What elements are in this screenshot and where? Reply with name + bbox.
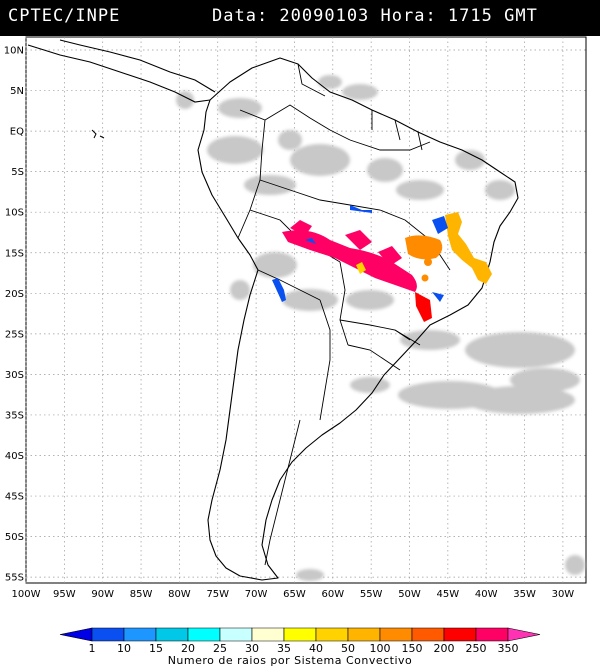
colorbar [59,627,541,642]
lon-label: 90W [91,589,114,600]
source-label: CPTEC/INPE [8,6,121,26]
lon-label: 60W [321,589,344,600]
colorbar-tick-label: 200 [434,642,455,655]
colorbar-segment [59,627,93,642]
colorbar-segment [507,627,541,642]
lon-label: 65W [283,589,306,600]
datetime-label: Data: 20090103 Hora: 1715 GMT [212,6,538,26]
lon-label: 80W [168,589,191,600]
lat-label: 5S [11,167,24,178]
lon-label: 35W [513,589,536,600]
colorbar-tick-label: 1 [89,642,96,655]
colorbar-tick-label: 35 [277,642,291,655]
map-header: CPTEC/INPE Data: 20090103 Hora: 1715 GMT [0,0,600,36]
cloud-cover [176,75,585,581]
colorbar-tick-label: 30 [245,642,259,655]
lat-label: 30S [5,370,24,381]
colorbar-tick-label: 25 [213,642,227,655]
lat-label: 10S [5,208,24,219]
colorbar-segment [155,627,189,642]
longitude-labels: 100W 95W 90W 85W 80W 75W 70W 65W 60W 55W 50W 45W 40W… [12,589,575,600]
lat-label: 25S [5,329,24,340]
lon-label: 45W [437,589,460,600]
colorbar-segment [347,627,381,642]
lon-label: 85W [130,589,153,600]
lon-label: 30W [552,589,575,600]
lon-label: 40W [475,589,498,600]
central-america-coastline [27,39,216,103]
lon-label: 95W [53,589,76,600]
colorbar-segment [315,627,349,642]
colorbar-segment [475,627,509,642]
colorbar-tick-label: 350 [498,642,519,655]
latitude-labels: 10N 5N EQ 5S 10S 15S 20S 25S 30S 35S 40S 45S 50S 55S [4,46,24,584]
colorbar-tick-labels: 1 10 15 20 25 30 35 40 50 100 150 200 250 350 [89,642,519,655]
colorbar-segment [411,627,445,642]
lightning-systems [272,205,492,322]
colorbar-tick-label: 100 [370,642,391,655]
lat-label: 55S [5,573,24,584]
colorbar-segment [379,627,413,642]
lon-label: 55W [360,589,383,600]
lat-label: 15S [5,248,24,259]
lon-label: 75W [206,589,229,600]
lat-label: 20S [5,289,24,300]
galapagos-islands [91,129,105,139]
colorbar-segment [123,627,157,642]
colorbar-tick-label: 50 [341,642,355,655]
colorbar-tick-label: 15 [149,642,163,655]
colorbar-segment [251,627,285,642]
lat-label: 10N [4,46,24,57]
colorbar-tick-label: 150 [402,642,423,655]
colorbar-tick-label: 250 [466,642,487,655]
colorbar-segment [283,627,317,642]
lat-label: 5N [10,86,24,97]
colorbar-segment [443,627,477,642]
colorbar-segment [187,627,221,642]
colorbar-segment [91,627,125,642]
lat-label: 50S [5,532,24,543]
lat-label: EQ [10,127,24,138]
lon-label: 70W [245,589,268,600]
south-america-coastline [197,57,519,581]
lon-label: 50W [398,589,421,600]
colorbar-tick-label: 20 [181,642,195,655]
colorbar-title: Numero de raios por Sistema Convectivo [168,654,413,667]
lon-label: 100W [12,589,41,600]
colorbar-tick-label: 40 [309,642,323,655]
colorbar-tick-label: 10 [117,642,131,655]
lat-label: 40S [5,451,24,462]
lat-label: 45S [5,492,24,503]
colorbar-segment [219,627,253,642]
lat-label: 35S [5,410,24,421]
